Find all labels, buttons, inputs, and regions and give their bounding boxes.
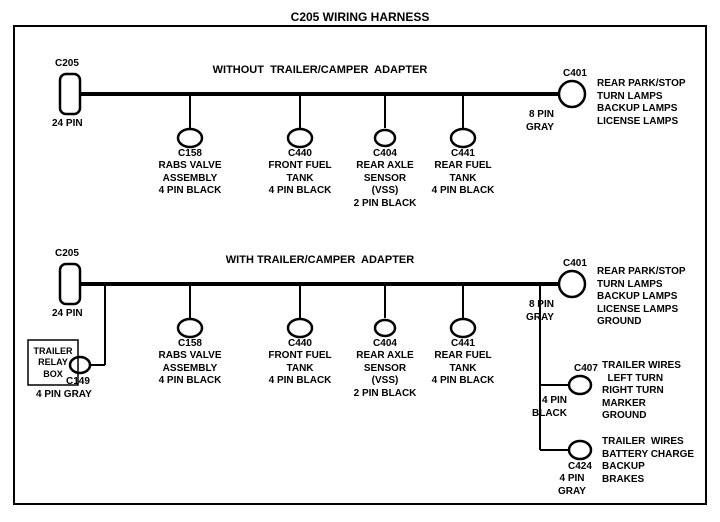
s1-d2-label: C404 bbox=[373, 148, 397, 161]
s2-d0-desc: RABS VALVE ASSEMBLY 4 PIN BLACK bbox=[159, 350, 222, 388]
s2-d3-label: C441 bbox=[451, 338, 475, 351]
s2-c205-pin: 24 PIN bbox=[52, 308, 83, 321]
s1-d0-label: C158 bbox=[178, 148, 202, 161]
s1-d0-desc: RABS VALVE ASSEMBLY 4 PIN BLACK bbox=[159, 160, 222, 198]
s1-c205-label: C205 bbox=[55, 58, 79, 71]
s2-c407-pin: 4 PIN BLACK bbox=[532, 395, 567, 420]
s1-c401-pin: 8 PIN GRAY bbox=[526, 109, 554, 134]
s2-c401-label: C401 bbox=[563, 258, 587, 271]
s2-c401-pin: 8 PIN GRAY bbox=[526, 299, 554, 324]
s1-c205-pin: 24 PIN bbox=[52, 118, 83, 131]
s2-d2-label: C404 bbox=[373, 338, 397, 351]
s2-d1-desc: FRONT FUEL TANK 4 PIN BLACK bbox=[268, 350, 331, 388]
s1-d1-desc: FRONT FUEL TANK 4 PIN BLACK bbox=[268, 160, 331, 198]
s2-c401-desc: REAR PARK/STOP TURN LAMPS BACKUP LAMPS L… bbox=[597, 266, 686, 329]
s1-c401-label: C401 bbox=[563, 68, 587, 81]
s2-d0-label: C158 bbox=[178, 338, 202, 351]
s2-c407-label: C407 bbox=[574, 363, 598, 376]
section2-heading: WITH TRAILER/CAMPER ADAPTER bbox=[226, 254, 414, 268]
s1-c401-desc: REAR PARK/STOP TURN LAMPS BACKUP LAMPS L… bbox=[597, 78, 686, 128]
section1-heading: WITHOUT TRAILER/CAMPER ADAPTER bbox=[213, 64, 428, 78]
page-title: C205 WIRING HARNESS bbox=[291, 10, 430, 25]
relay-conn-label: C149 bbox=[66, 376, 90, 389]
s2-d2-desc: REAR AXLE SENSOR (VSS) 2 PIN BLACK bbox=[354, 350, 417, 400]
s2-c424-pin: 4 PIN GRAY bbox=[558, 473, 586, 498]
s2-c407-desc: TRAILER WIRES LEFT TURN RIGHT TURN MARKE… bbox=[602, 360, 681, 423]
relay-box-label: TRAILER RELAY BOX bbox=[34, 346, 73, 380]
s1-d2-desc: REAR AXLE SENSOR (VSS) 2 PIN BLACK bbox=[354, 160, 417, 210]
s2-d1-label: C440 bbox=[288, 338, 312, 351]
s1-d1-label: C440 bbox=[288, 148, 312, 161]
s1-d3-label: C441 bbox=[451, 148, 475, 161]
s2-d3-desc: REAR FUEL TANK 4 PIN BLACK bbox=[432, 350, 495, 388]
s2-c205-label: C205 bbox=[55, 248, 79, 261]
s2-c424-desc: TRAILER WIRES BATTERY CHARGE BACKUP BRAK… bbox=[602, 436, 694, 486]
s1-d3-desc: REAR FUEL TANK 4 PIN BLACK bbox=[432, 160, 495, 198]
s2-c424-label: C424 bbox=[568, 461, 592, 474]
relay-conn-pin: 4 PIN GRAY bbox=[36, 389, 92, 402]
wiring-diagram: C205 WIRING HARNESS WITHOUT TRAILER/CAMP… bbox=[0, 0, 720, 517]
